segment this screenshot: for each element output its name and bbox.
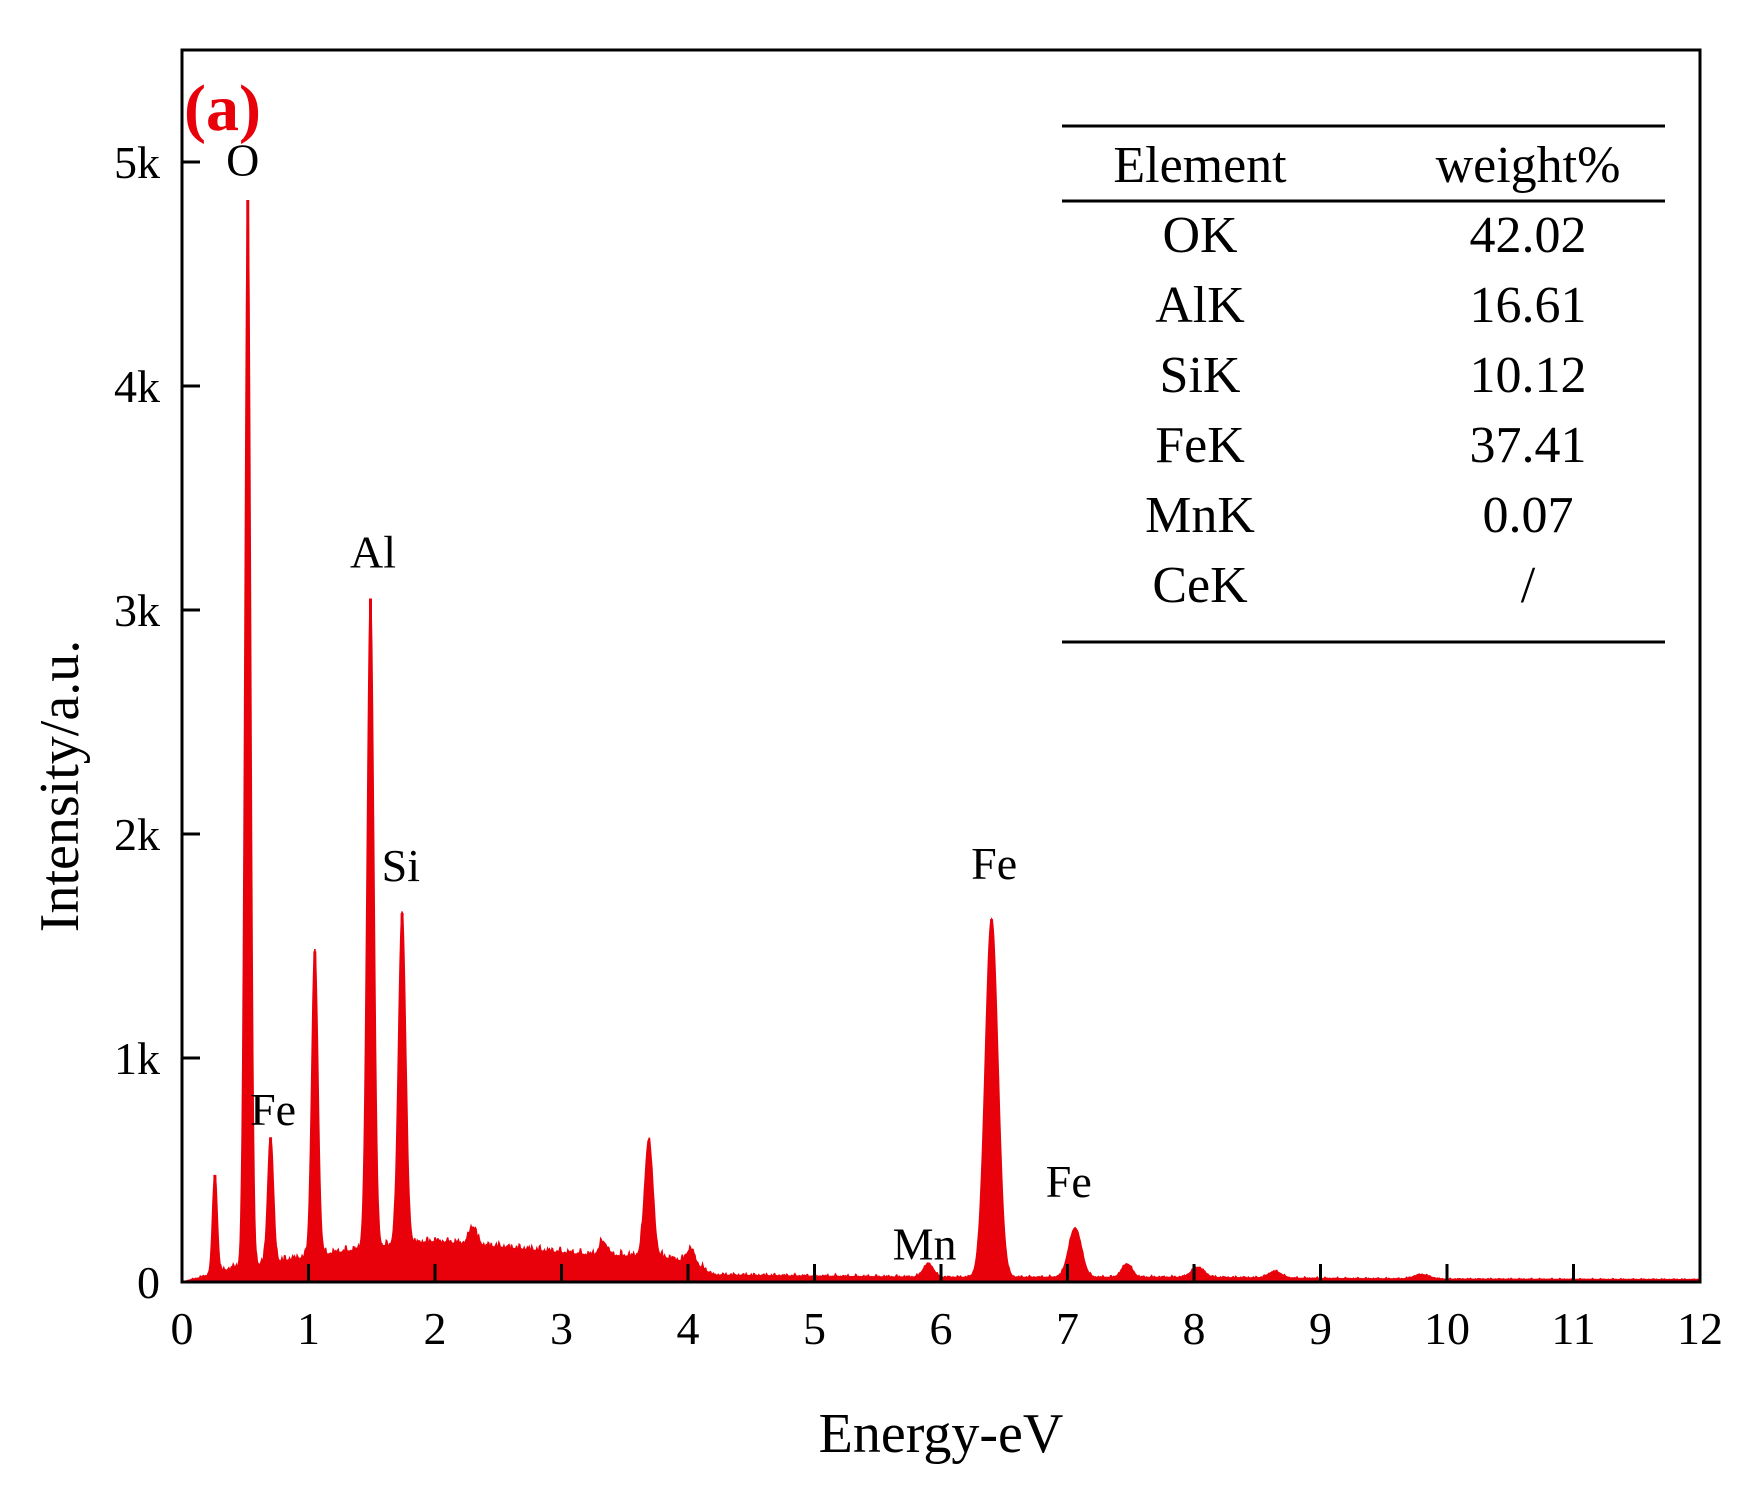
panel-label: (a) (184, 72, 261, 145)
x-tick-label: 4 (677, 1303, 700, 1354)
x-tick-label: 11 (1551, 1303, 1595, 1354)
x-tick-label: 3 (550, 1303, 573, 1354)
x-axis-title: Energy-eV (819, 1403, 1064, 1465)
table-cell: AlK (1155, 277, 1245, 334)
annotations-layer: O Al Si Fe Fe Mn Fe (226, 134, 1092, 1269)
y-tick-label: 5k (114, 137, 160, 188)
x-tick-label: 7 (1056, 1303, 1079, 1354)
table-cell: 16.61 (1470, 277, 1587, 334)
peak-label: Fe (250, 1084, 296, 1135)
table-cell: 42.02 (1470, 207, 1587, 264)
peak-label: Fe (971, 838, 1017, 889)
table-cell: OK (1162, 207, 1238, 264)
peak-label: Fe (1046, 1156, 1092, 1207)
table-cell: / (1521, 557, 1536, 614)
x-tick-label: 12 (1677, 1303, 1723, 1354)
y-tick-label: 2k (114, 809, 160, 860)
table-cell: 10.12 (1470, 347, 1587, 404)
y-tick-label: 4k (114, 361, 160, 412)
table-cell: MnK (1145, 487, 1255, 544)
y-tick-label: 0 (137, 1257, 160, 1308)
peak-label: O (226, 134, 259, 185)
x-tick-label: 6 (930, 1303, 953, 1354)
x-tick-label: 10 (1424, 1303, 1470, 1354)
y-tick-label: 1k (114, 1033, 160, 1084)
x-tick-label: 1 (297, 1303, 320, 1354)
peak-label: Al (350, 526, 396, 577)
composition-table: Element weight% OK 42.02 AlK 16.61 SiK 10.12 FeK… (1062, 124, 1665, 644)
x-tick-label: 8 (1183, 1303, 1206, 1354)
peak-label: Si (382, 840, 420, 891)
table-header-cell: Element (1113, 137, 1287, 194)
table-cell: 37.41 (1470, 417, 1587, 474)
y-axis-title: Intensity/a.u. (29, 640, 91, 932)
y-tick-label: 3k (114, 585, 160, 636)
table-cell: FeK (1155, 417, 1245, 474)
x-tick-label: 9 (1309, 1303, 1332, 1354)
table-cell: SiK (1160, 347, 1241, 404)
table-header-cell: weight% (1436, 137, 1621, 194)
x-tick-label: 5 (803, 1303, 826, 1354)
table-cell: CeK (1152, 557, 1248, 614)
peak-label: Mn (893, 1219, 957, 1270)
x-tick-label: 0 (171, 1303, 194, 1354)
x-tick-label: 2 (424, 1303, 447, 1354)
table-cell: 0.07 (1483, 487, 1574, 544)
